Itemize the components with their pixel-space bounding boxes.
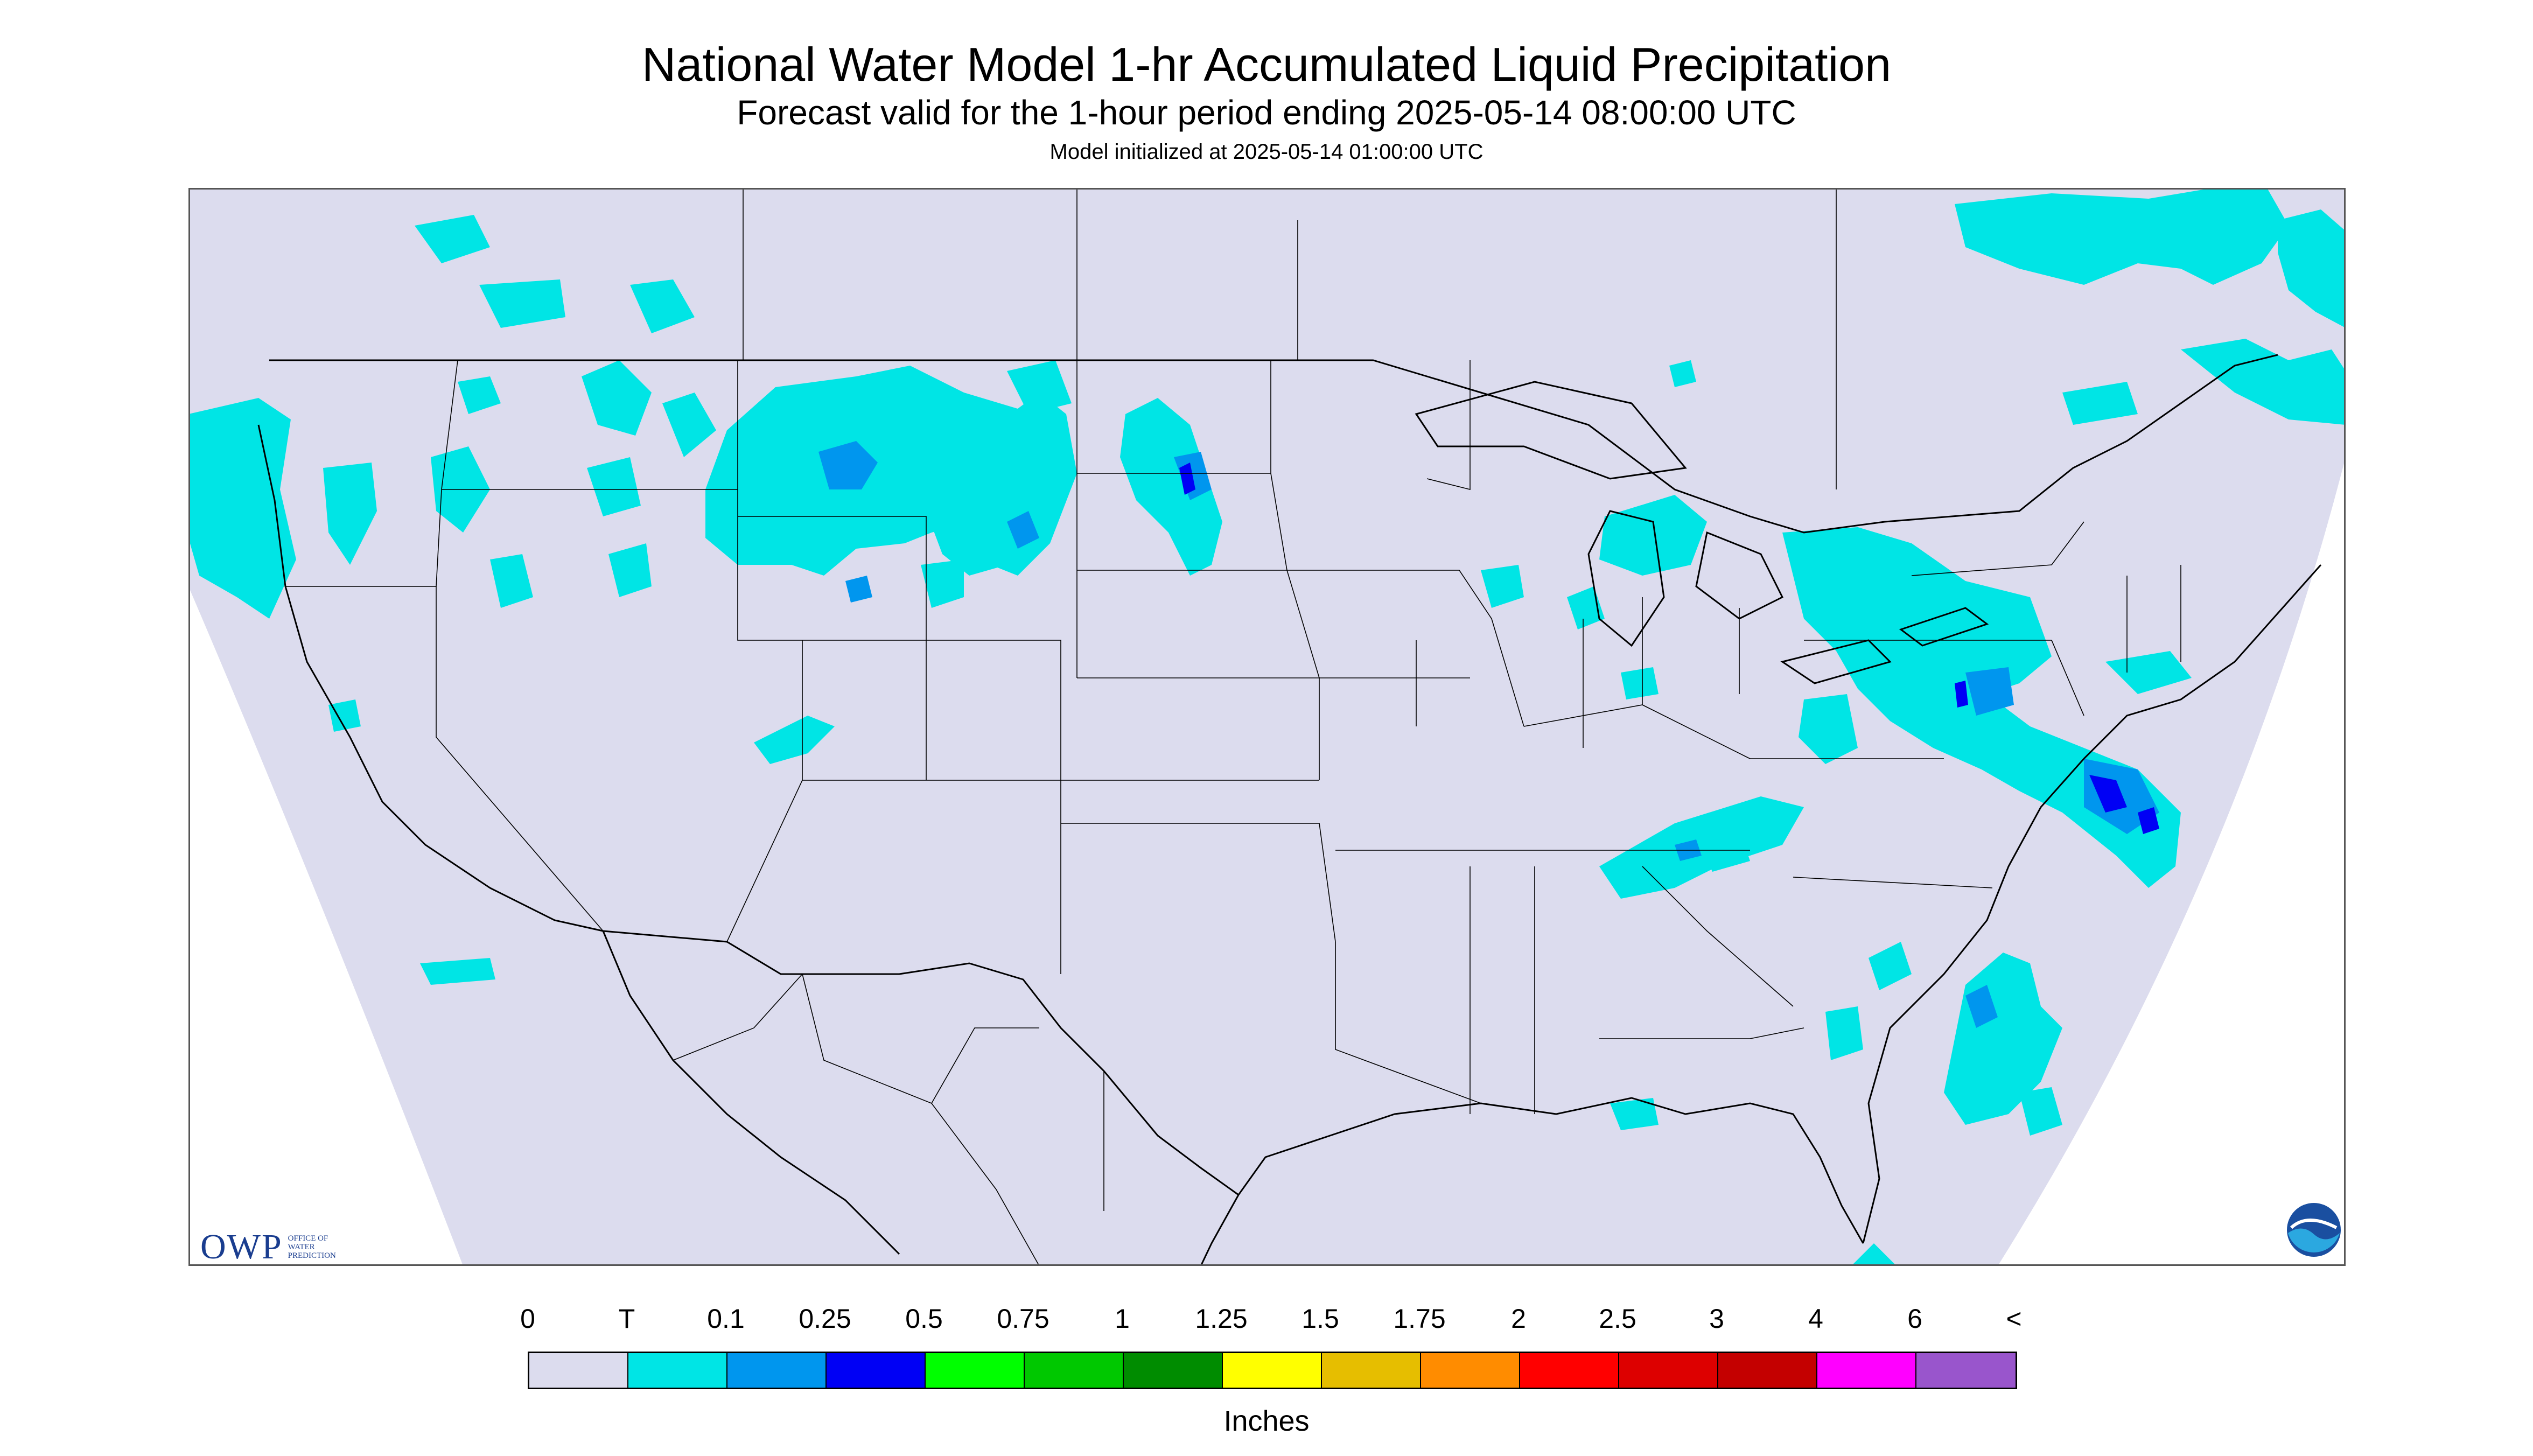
legend-swatch xyxy=(727,1353,827,1388)
legend-swatch xyxy=(1025,1353,1124,1388)
legend-units: Inches xyxy=(1223,1405,1310,1437)
legend-label: 0.75 xyxy=(997,1304,1049,1334)
state-boundaries xyxy=(285,188,2181,1266)
legend-label: 1.75 xyxy=(1393,1304,1446,1334)
great-lakes xyxy=(1415,381,1687,480)
us-west-coast xyxy=(257,424,604,932)
owp-logo-text: OFFICE OF WATER PREDICTION xyxy=(288,1234,336,1260)
legend-label: 1 xyxy=(1115,1304,1130,1334)
legend-swatch xyxy=(1916,1353,2016,1388)
legend-label: 0.25 xyxy=(799,1304,851,1334)
legend-label: 1.5 xyxy=(1302,1304,1339,1334)
legend-label: < xyxy=(2006,1304,2022,1334)
us-mexico-border xyxy=(603,930,1239,1196)
legend-swatch xyxy=(529,1353,628,1388)
owp-logo-mark: OWP xyxy=(200,1227,283,1266)
political-boundaries xyxy=(257,354,2322,1266)
owp-logo: OWP OFFICE OF WATER PREDICTION xyxy=(200,1227,336,1268)
us-canada-border xyxy=(269,354,2278,534)
legend-swatch xyxy=(1421,1353,1520,1388)
legend-label: 2.5 xyxy=(1599,1304,1636,1334)
legend-label: 3 xyxy=(1709,1304,1724,1334)
legend-swatch xyxy=(1520,1353,1619,1388)
legend-label: 0 xyxy=(520,1304,535,1334)
map-border xyxy=(188,188,2346,1266)
forecast-valid-subtitle: Forecast valid for the 1-hour period end… xyxy=(737,93,1796,132)
legend-swatch xyxy=(1718,1353,1817,1388)
legend-color-bar xyxy=(528,1352,2017,1389)
legend-swatch xyxy=(1619,1353,1718,1388)
us-gulf-coast xyxy=(1237,1097,1864,1244)
legend-label: 0.1 xyxy=(707,1304,745,1334)
legend-swatch xyxy=(1223,1353,1322,1388)
legend-label: T xyxy=(618,1304,635,1334)
legend-swatch xyxy=(1817,1353,1916,1388)
us-east-coast xyxy=(1862,564,2322,1244)
map-title: National Water Model 1-hr Accumulated Li… xyxy=(641,38,1892,91)
legend-label: 0.5 xyxy=(905,1304,943,1334)
legend-label: 2 xyxy=(1511,1304,1526,1334)
precipitation-map xyxy=(188,188,2346,1266)
legend-label: 1.25 xyxy=(1195,1304,1248,1334)
legend-swatch xyxy=(1322,1353,1421,1388)
legend-swatch xyxy=(1124,1353,1223,1388)
legend-tick-labels: 0 T 0.1 0.25 0.5 0.75 1 1.25 1.5 1.75 2 2.5 3 4 6 < xyxy=(0,1303,2533,1341)
legend-swatch xyxy=(628,1353,727,1388)
legend-label: 6 xyxy=(1907,1304,1922,1334)
legend-swatch xyxy=(926,1353,1025,1388)
legend-label: 4 xyxy=(1808,1304,1823,1334)
noaa-logo xyxy=(2287,1203,2341,1257)
model-init-text: Model initialized at 2025-05-14 01:00:00… xyxy=(1049,140,1484,164)
legend-swatch xyxy=(827,1353,926,1388)
precipitation-heavy xyxy=(1179,463,2159,834)
